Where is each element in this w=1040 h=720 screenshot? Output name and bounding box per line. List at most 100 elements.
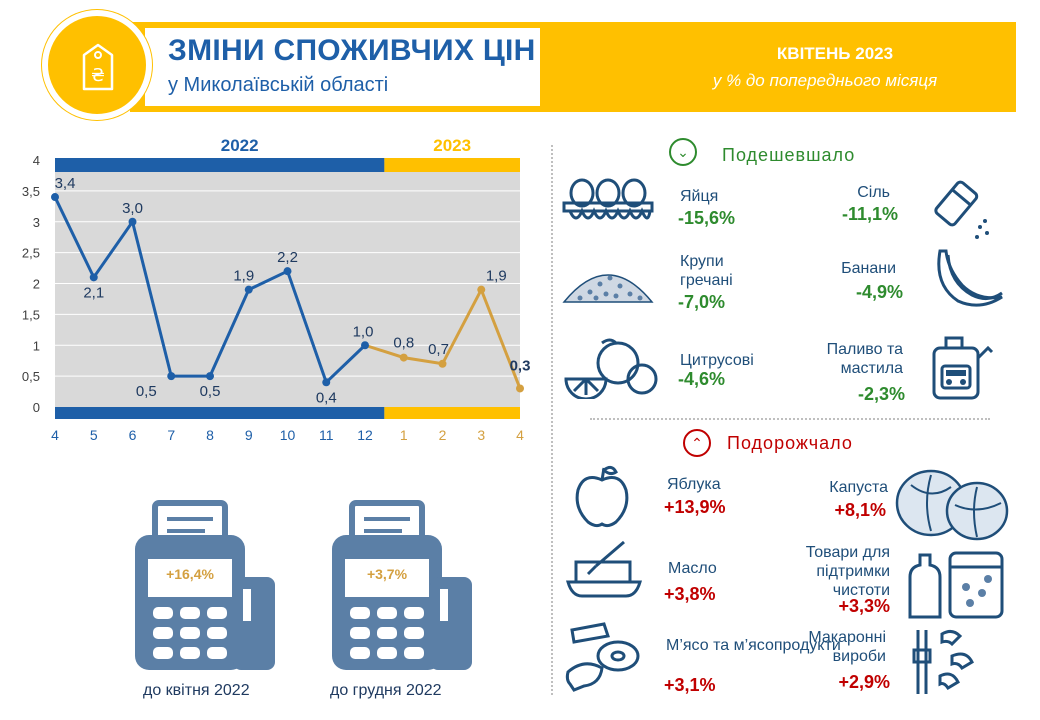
chevron-up-icon: ⌃	[683, 429, 711, 457]
y-tick-label: 0,5	[22, 369, 40, 384]
data-point	[128, 217, 137, 226]
item-label: Макаронні вироби	[808, 629, 886, 665]
x-tick-label: 12	[357, 427, 373, 443]
year-label-2022: 2022	[221, 136, 259, 155]
item-value: +13,9%	[664, 497, 726, 517]
item-label: Товари для підтримки чистоти	[805, 544, 890, 599]
data-label: 0,3	[510, 357, 531, 374]
data-label: 0,5	[200, 383, 221, 400]
y-tick-label: 3	[33, 215, 40, 230]
terminal-2	[332, 495, 482, 680]
data-point	[51, 193, 59, 202]
price-tag-hryvnia-icon: ₴	[76, 43, 120, 98]
meat-icon	[564, 622, 644, 697]
data-label: 3,0	[122, 200, 143, 217]
y-tick-label: 1	[33, 338, 40, 353]
x-tick-label: 4	[516, 427, 524, 443]
y-tick-label: 3,5	[22, 184, 40, 199]
item-value: -11,1%	[841, 204, 898, 224]
item-label: Цитрусові	[680, 352, 754, 369]
page-title: ЗМІНИ СПОЖИВЧИХ ЦІН	[168, 34, 536, 67]
item-label: Паливо та мастила	[826, 341, 903, 377]
terminal-1	[135, 495, 285, 680]
x-tick-label: 1	[400, 427, 408, 443]
item-label: Яйця	[680, 188, 719, 205]
citrus-icon	[562, 335, 662, 404]
data-label: 0,7	[428, 341, 449, 358]
item-value: -7,0%	[678, 292, 726, 312]
item-value: -2,3%	[857, 384, 905, 404]
x-tick-label: 6	[129, 427, 137, 443]
item-value: -4,6%	[678, 369, 726, 389]
x-tick-label: 7	[167, 427, 175, 443]
item-label: Крупи гречані	[680, 253, 733, 289]
x-tick-label: 8	[206, 427, 214, 443]
data-label: 0,4	[316, 389, 337, 406]
data-point	[167, 372, 176, 381]
svg-text:₴: ₴	[91, 65, 105, 86]
data-point	[283, 267, 292, 276]
data-point	[206, 372, 214, 381]
pricier-section-title: Подорожчало	[727, 433, 853, 453]
year-label-2023: 2023	[433, 136, 471, 155]
data-label: 0,5	[136, 383, 157, 400]
data-point	[399, 353, 408, 362]
period-label: КВІТЕНЬ 2023	[776, 44, 894, 63]
x-tick-label: 9	[245, 427, 253, 443]
data-label: 3,4	[55, 175, 76, 192]
terminal-1-value: +16,4%	[166, 566, 214, 582]
year-band-bottom-2023	[384, 407, 520, 419]
item-label: Сіль	[857, 184, 890, 201]
item-label: Яблука	[667, 476, 721, 493]
x-tick-label: 3	[477, 427, 485, 443]
item-value: +3,3%	[838, 596, 890, 616]
eggs-icon	[560, 175, 656, 236]
butter-icon	[566, 538, 642, 607]
horizontal-divider	[590, 418, 990, 420]
y-tick-label: 4	[33, 153, 40, 168]
data-point	[438, 359, 447, 368]
y-tick-label: 2	[33, 277, 40, 292]
item-value: +8,1%	[834, 500, 886, 520]
cheaper-section-title: Подешевшало	[722, 145, 856, 165]
data-label: 1,9	[233, 268, 254, 285]
data-label: 0,8	[393, 335, 414, 352]
period-sub-label: у % до попереднього місяця	[712, 71, 938, 90]
data-point	[244, 285, 253, 294]
item-label: Капуста	[829, 479, 888, 496]
item-value: +3,8%	[664, 584, 716, 604]
x-tick-label: 11	[319, 427, 334, 443]
y-tick-label: 1,5	[22, 307, 40, 322]
cash-register-icon	[332, 500, 472, 670]
pasta-icon	[912, 626, 982, 703]
y-tick-label: 0	[33, 400, 40, 415]
buckwheat-icon	[560, 252, 656, 313]
cleaning-products-icon	[906, 547, 1006, 624]
data-label: 1,9	[486, 268, 507, 285]
chevron-down-icon: ⌄	[669, 138, 697, 166]
fuel-canister-icon	[926, 332, 996, 407]
data-label: 1,0	[353, 323, 374, 340]
item-value: -4,9%	[855, 282, 903, 302]
item-label: Банани	[841, 260, 896, 277]
data-point	[361, 341, 369, 350]
data-point	[322, 378, 331, 387]
data-point	[477, 285, 486, 294]
item-label: Масло	[668, 560, 717, 577]
year-band-top-2023	[384, 158, 520, 172]
salt-shaker-icon	[925, 175, 995, 250]
x-tick-label: 10	[280, 427, 296, 443]
cabbage-icon	[893, 465, 1013, 550]
item-value: +2,9%	[838, 672, 890, 692]
logo-circle	[42, 10, 152, 120]
terminal-2-caption: до грудня 2022	[330, 682, 442, 699]
x-tick-label: 2	[439, 427, 447, 443]
data-point	[89, 273, 98, 282]
plot-area	[55, 162, 520, 407]
terminal-2-value: +3,7%	[366, 566, 408, 582]
data-label: 2,1	[83, 284, 104, 301]
data-point	[516, 384, 524, 393]
item-label: М’ясо та м’ясопродукти	[666, 637, 841, 654]
apple-icon	[570, 462, 634, 535]
